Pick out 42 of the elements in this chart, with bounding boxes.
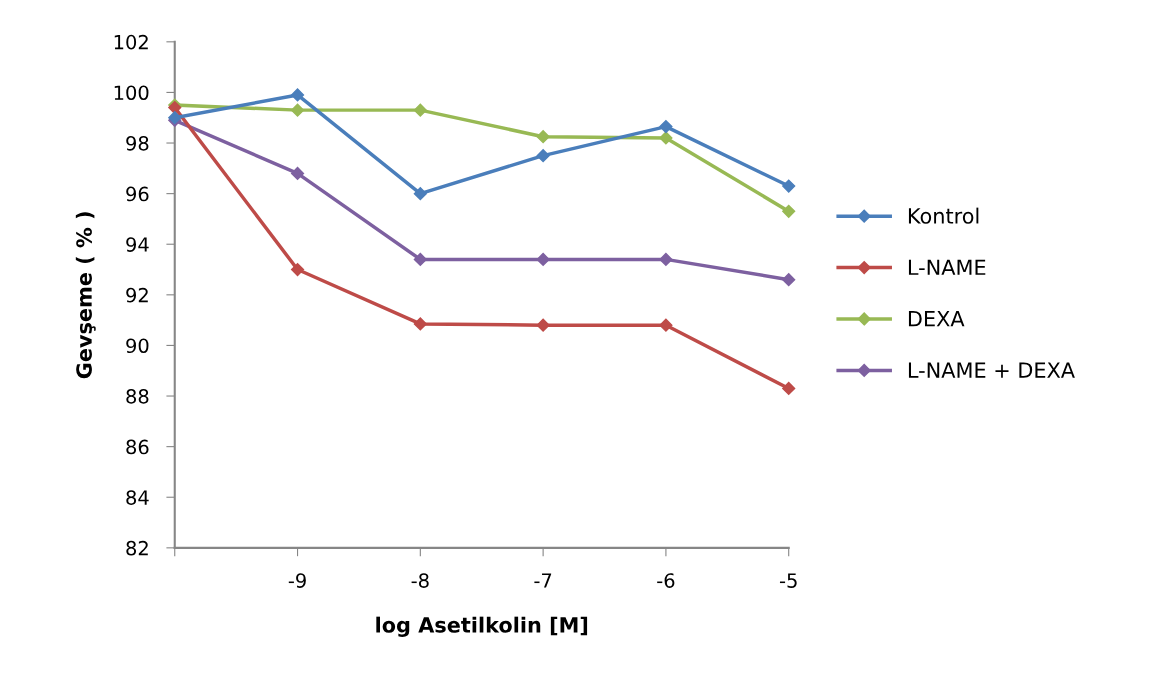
y-tick-label: 84 xyxy=(126,490,149,505)
legend-label: DEXA xyxy=(908,311,965,327)
point xyxy=(659,131,673,145)
point xyxy=(536,252,550,266)
point xyxy=(290,166,305,180)
x-tick-label: -7 xyxy=(534,573,552,588)
y-axis-title: Gevşeme ( % ) xyxy=(75,212,96,379)
y-tick-label: 82 xyxy=(126,540,148,556)
legend-label: L-NAME + DEXA xyxy=(908,362,1075,378)
y-tick-label: 98 xyxy=(126,135,149,151)
point xyxy=(290,103,305,117)
x-tick-label: -5 xyxy=(779,573,797,588)
point xyxy=(413,317,427,331)
y-tick-label: 94 xyxy=(126,237,149,252)
point xyxy=(413,187,427,201)
point xyxy=(659,252,673,266)
point xyxy=(413,103,427,117)
x-tick-label: -8 xyxy=(411,573,429,588)
point xyxy=(782,381,796,396)
x-axis-title: log Asetilkolin [M] xyxy=(376,616,588,637)
point xyxy=(782,179,796,193)
x-tick-label: -9 xyxy=(288,573,306,588)
point xyxy=(536,130,550,144)
x-tick-label: -6 xyxy=(657,573,675,588)
point xyxy=(413,252,427,266)
point xyxy=(290,262,305,277)
y-tick-label: 90 xyxy=(126,338,149,354)
y-tick-label: 86 xyxy=(126,439,149,455)
y-tick-label: 96 xyxy=(126,186,149,202)
point xyxy=(536,318,550,332)
legend-label: L-NAME xyxy=(908,259,986,275)
point xyxy=(290,88,305,102)
point xyxy=(536,149,550,163)
legend-label: Kontrol xyxy=(908,207,979,224)
point xyxy=(782,204,796,218)
y-tick-label: 88 xyxy=(126,388,149,404)
point xyxy=(659,318,673,332)
y-tick-label: 102 xyxy=(114,34,148,50)
y-tick-label: 92 xyxy=(126,287,148,303)
point xyxy=(659,119,673,134)
point xyxy=(782,273,796,287)
y-tick-label: 100 xyxy=(114,85,149,101)
